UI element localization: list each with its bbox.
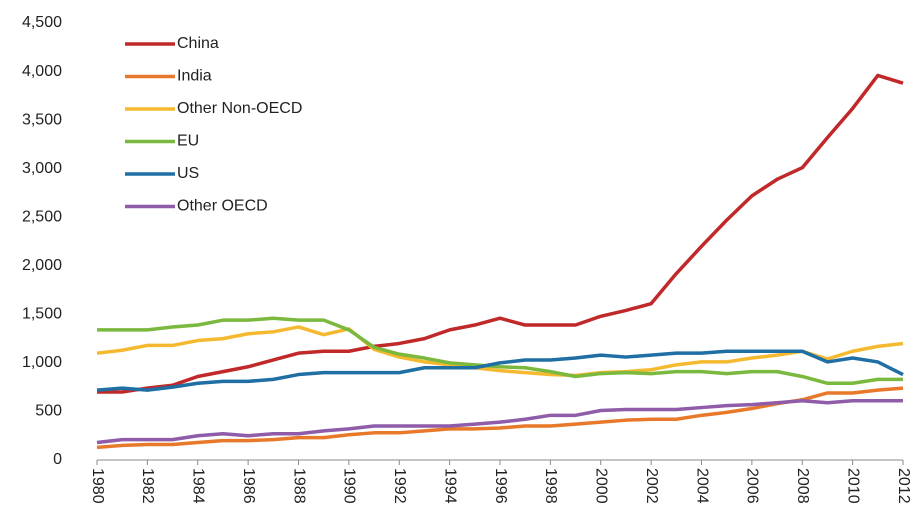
- y-tick-label: 2,000: [22, 257, 62, 274]
- x-tick-label: 2004: [693, 468, 710, 504]
- legend-label: Other OECD: [177, 198, 268, 215]
- legend-label: EU: [177, 133, 199, 150]
- legend-label: Other Non-OECD: [177, 100, 302, 117]
- x-tick-label: 1990: [341, 468, 358, 504]
- y-tick-label: 3,000: [22, 160, 62, 177]
- y-tick-label: 1,500: [22, 306, 62, 323]
- x-tick-label: 2000: [593, 468, 610, 504]
- y-tick-label: 2,500: [22, 208, 62, 225]
- x-tick-label: 2006: [744, 468, 761, 504]
- y-tick-label: 4,500: [22, 14, 62, 31]
- y-tick-label: 4,000: [22, 63, 62, 80]
- series-line: [97, 316, 903, 386]
- x-tick-label: 1984: [190, 468, 207, 504]
- x-tick-label: 1994: [441, 468, 458, 504]
- y-tick-label: 3,500: [22, 111, 62, 128]
- x-tick-label: 2008: [794, 468, 811, 504]
- legend-label: India: [177, 68, 212, 85]
- series-line: [96, 386, 904, 450]
- x-tick-label: 1992: [391, 468, 408, 504]
- y-tick-label: 1,000: [22, 354, 62, 371]
- series-line: [96, 349, 904, 392]
- legend-label: US: [177, 165, 199, 182]
- x-tick-label: 2010: [844, 468, 861, 504]
- x-tick-label: 2002: [643, 468, 660, 504]
- x-tick-label: 1998: [542, 468, 559, 504]
- series-line: [96, 325, 904, 378]
- x-tick-label: 1982: [139, 468, 156, 504]
- x-tick-label: 2012: [895, 468, 912, 504]
- x-tick-label: 1996: [492, 468, 509, 504]
- legend-label: China: [177, 35, 219, 52]
- y-tick-label: 0: [53, 451, 62, 468]
- series-line: [97, 73, 904, 394]
- y-tick-label: 500: [35, 403, 62, 420]
- series-line: [96, 399, 903, 445]
- x-tick-label: 1988: [290, 468, 307, 504]
- x-tick-label: 1986: [240, 468, 257, 504]
- x-tick-label: 1980: [89, 468, 106, 504]
